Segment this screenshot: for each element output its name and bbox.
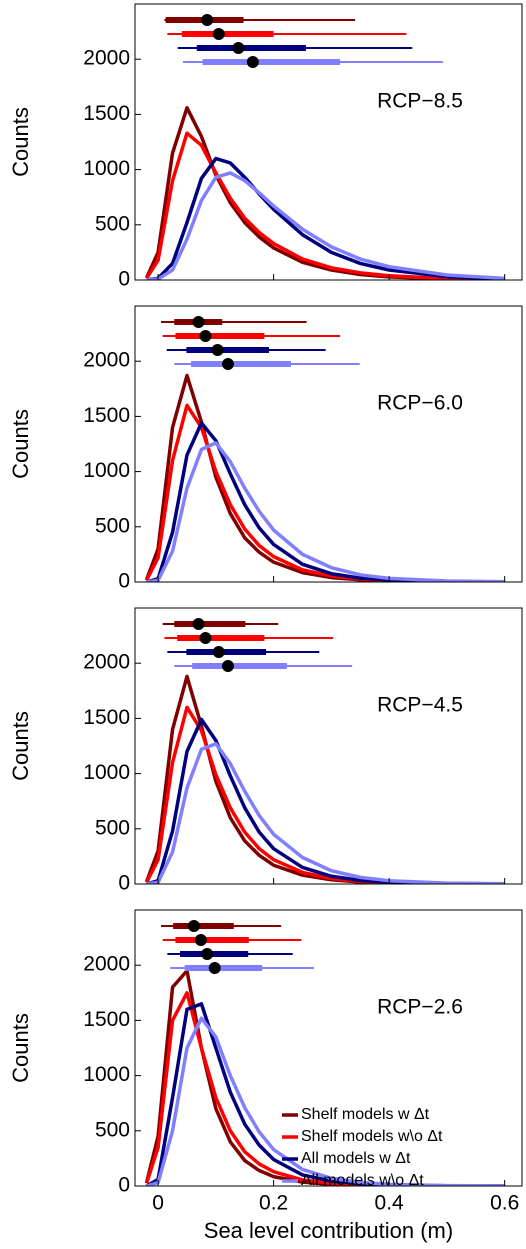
- y-axis-title: Counts: [8, 711, 33, 781]
- y-tick-label: 2000: [83, 953, 130, 976]
- median-dot: [199, 330, 212, 342]
- y-tick-label: 1000: [83, 761, 130, 784]
- y-tick-label: 1500: [83, 706, 130, 729]
- y-tick-label: 500: [95, 514, 130, 537]
- y-tick-label: 2000: [83, 349, 130, 372]
- y-tick-label: 500: [95, 816, 130, 839]
- y-tick-label: 0: [118, 268, 130, 291]
- legend-label: All models w\o Δt: [301, 1172, 424, 1189]
- median-dot: [194, 934, 207, 946]
- median-dot: [232, 42, 245, 54]
- y-tick-label: 0: [118, 1174, 130, 1197]
- density-line: [146, 156, 505, 280]
- x-axis-title: Sea level contribution (m): [204, 1218, 453, 1243]
- y-tick-label: 500: [95, 212, 130, 235]
- density-line: [146, 171, 505, 280]
- density-line: [144, 705, 505, 884]
- plot-frame: [134, 305, 523, 583]
- plot-area: [144, 674, 505, 884]
- density-line: [145, 131, 505, 280]
- density-line: [146, 717, 505, 884]
- y-tick-label: 1000: [83, 157, 130, 180]
- y-tick-label: 1500: [83, 404, 130, 427]
- y-axis-title: Counts: [8, 107, 33, 177]
- density-line: [146, 421, 505, 582]
- x-tick-label: 0.6: [490, 1192, 519, 1215]
- y-tick-label: 1000: [83, 1063, 130, 1086]
- median-dot: [246, 56, 259, 68]
- annotation: RCP−6.0: [377, 392, 463, 415]
- y-tick-label: 2000: [83, 47, 130, 70]
- median-dot: [187, 920, 200, 932]
- y-tick-label: 1000: [83, 459, 130, 482]
- y-tick-label: 1500: [83, 102, 130, 125]
- plot-area: [144, 106, 505, 280]
- median-dot: [208, 962, 221, 974]
- y-tick-label: 0: [118, 872, 130, 895]
- legend-label: Shelf models w Δt: [301, 1106, 430, 1123]
- median-dot: [201, 948, 214, 960]
- density-line: [144, 106, 505, 280]
- x-tick-label: 0: [152, 1192, 164, 1215]
- median-dot: [212, 646, 225, 658]
- x-tick-label: 0.4: [375, 1192, 405, 1215]
- legend-label: All models w Δt: [301, 1150, 411, 1167]
- median-dot: [192, 618, 205, 630]
- x-tick-label: 0.2: [259, 1192, 288, 1215]
- median-dot: [199, 632, 212, 644]
- plot-frame: [134, 607, 523, 885]
- y-tick-label: 500: [95, 1118, 130, 1141]
- annotation: RCP−8.5: [377, 90, 463, 113]
- y-axis-title: Counts: [8, 1013, 33, 1083]
- plot-frame: [134, 3, 523, 281]
- plot-area: [144, 373, 505, 582]
- legend-label: Shelf models w\o Δt: [301, 1128, 443, 1145]
- density-line: [144, 403, 505, 582]
- y-tick-label: 2000: [83, 651, 130, 674]
- median-dot: [201, 14, 214, 26]
- annotation: RCP−2.6: [377, 996, 463, 1019]
- plot-frame: [134, 909, 523, 1187]
- median-dot: [221, 660, 234, 672]
- density-line: [146, 441, 505, 582]
- plot-area: [144, 968, 505, 1186]
- median-dot: [192, 316, 205, 328]
- y-tick-label: 1500: [83, 1008, 130, 1031]
- median-dot: [211, 344, 224, 356]
- density-line: [146, 742, 505, 884]
- median-dot: [212, 28, 225, 40]
- y-tick-label: 0: [118, 570, 130, 593]
- density-line: [146, 1016, 505, 1186]
- y-axis-title: Counts: [8, 409, 33, 479]
- median-dot: [221, 358, 234, 370]
- annotation: RCP−4.5: [377, 694, 463, 717]
